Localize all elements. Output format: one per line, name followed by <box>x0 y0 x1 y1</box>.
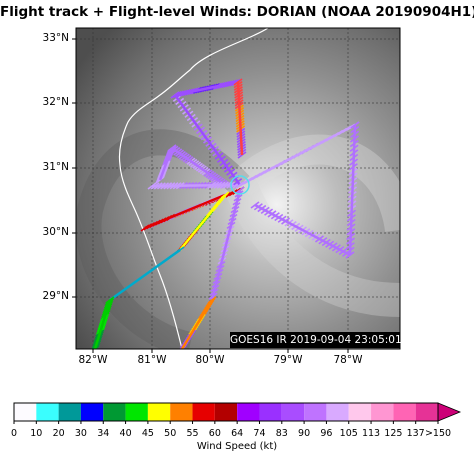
track-leg <box>180 299 214 349</box>
colorbar-swatch <box>147 403 171 421</box>
track-leg <box>254 203 351 257</box>
lat-label-30n: 30°N <box>42 226 69 238</box>
colorbar-swatch <box>58 403 81 421</box>
colorbar-tick-label: 34 <box>97 428 110 439</box>
colorbar-tick-label: 20 <box>52 428 65 439</box>
colorbar-tick-label: 40 <box>119 428 132 439</box>
colorbar-tick-label: 83 <box>275 428 288 439</box>
colorbar-swatch <box>125 403 148 421</box>
track-leg <box>151 183 241 188</box>
lon-label-80w: 80°W <box>195 354 225 366</box>
colorbar-tick-label: 55 <box>186 428 199 439</box>
colorbar-tick-label: 137 <box>406 428 425 439</box>
colorbar <box>13 402 462 424</box>
colorbar-tick-label: 105 <box>339 428 358 439</box>
colorbar-tick-label: 0 <box>10 428 18 439</box>
colorbar-swatch <box>326 403 349 421</box>
track-leg <box>158 147 174 181</box>
lon-label-81w: 81°W <box>137 354 167 366</box>
cloud-band <box>76 129 250 349</box>
track-leg <box>173 94 242 186</box>
track-leg <box>179 194 226 251</box>
colorbar-tick-label: 96 <box>320 428 333 439</box>
colorbar-tick-label: 45 <box>141 428 154 439</box>
track-leg <box>174 80 239 97</box>
colorbar-swatch <box>348 403 372 421</box>
colorbar-swatch <box>36 403 59 421</box>
colorbar-tick-label: >150 <box>424 428 452 439</box>
image-timestamp: GOES16 IR 2019-09-04 23:05:01Z <box>230 332 409 348</box>
lon-label-78w: 78°W <box>333 354 363 366</box>
colorbar-swatch <box>103 403 126 421</box>
colorbar-extend-arrow <box>437 402 462 422</box>
track-leg <box>239 123 356 187</box>
track-leg <box>93 299 112 349</box>
colorbar-tick-label: 113 <box>361 428 381 439</box>
storm-center-marker <box>230 175 250 195</box>
colorbar-swatch <box>259 403 282 421</box>
cloud-band <box>224 178 400 317</box>
coastline <box>118 28 269 349</box>
flight-track <box>91 78 360 349</box>
figure-title: Flight track + Flight-level Winds: DORIA… <box>0 4 474 20</box>
lat-label-29n: 29°N <box>42 290 69 302</box>
colorbar-swatch <box>393 403 416 421</box>
colorbar-swatch <box>281 403 305 421</box>
lat-label-33n: 33°N <box>42 32 69 44</box>
colorbar-tick-label: 64 <box>231 428 244 439</box>
colorbar-swatch <box>14 403 37 421</box>
colorbar-tick-label: 74 <box>253 428 266 439</box>
lat-label-31n: 31°N <box>42 161 69 173</box>
colorbar-swatch <box>214 403 238 421</box>
lon-label-79w: 79°W <box>273 354 303 366</box>
colorbar-swatch <box>371 403 394 421</box>
colorbar-swatch <box>237 403 260 421</box>
colorbar-tick-label: 90 <box>298 428 311 439</box>
colorbar-frame <box>13 402 439 422</box>
colorbar-swatch <box>192 403 215 421</box>
track-leg <box>210 189 242 301</box>
colorbar-tick-label: 125 <box>384 428 403 439</box>
wind-barb <box>93 345 100 349</box>
lat-label-32n: 32°N <box>42 96 69 108</box>
cloud-band <box>229 134 400 233</box>
track-leg <box>348 124 357 256</box>
colorbar-swatch <box>415 403 438 421</box>
track-leg <box>236 81 244 156</box>
colorbar-tick-label: 60 <box>208 428 221 439</box>
colorbar-tick-label: 50 <box>164 428 177 439</box>
track-leg <box>144 193 226 230</box>
track-leg <box>109 248 181 302</box>
colorbar-tick-label: 10 <box>30 428 43 439</box>
colorbar-label: Wind Speed (kt) <box>196 441 278 452</box>
lon-label-82w: 82°W <box>78 354 108 366</box>
track-leg <box>171 146 226 187</box>
map-frame <box>75 27 401 350</box>
axis-ticks <box>72 38 349 353</box>
colorbar-swatch <box>80 403 104 421</box>
colorbar-swatch <box>304 403 327 421</box>
colorbar-tick-label: 30 <box>74 428 87 439</box>
colorbar-swatch <box>170 403 193 421</box>
